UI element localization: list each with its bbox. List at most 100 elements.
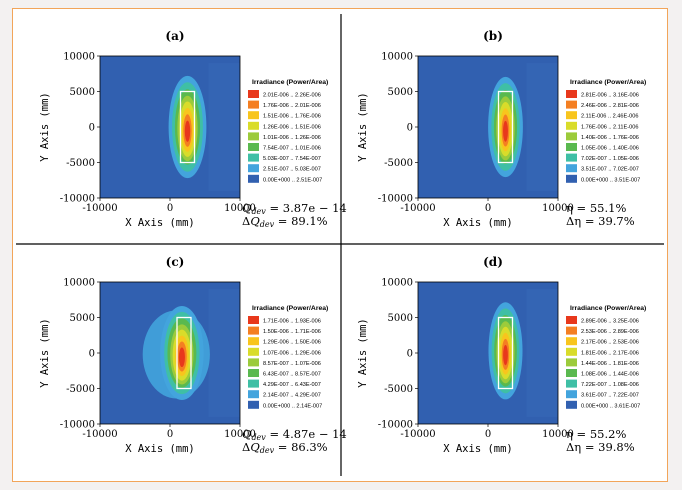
- legend-item-label: 2.11E-006 .. 2.46E-006: [581, 114, 638, 120]
- legend-item-label: 0.00E+000 .. 3.61E-007: [581, 403, 640, 409]
- legend-item-label: 1.71E-006 .. 1.93E-006: [263, 319, 321, 325]
- panel-b: (b) 10000 5000 0 -5000 -10000-10000 0 10000 X Ax…: [357, 29, 646, 229]
- legend-swatch: [566, 390, 577, 399]
- x-tick-label: 10000: [224, 429, 256, 440]
- legend-swatch: [566, 132, 577, 141]
- y-tick-label: 10000: [381, 278, 413, 289]
- legend-item-label: 2.51E-007 .. 5.03E-007: [263, 167, 321, 173]
- legend-item-label: 7.22E-007 .. 1.08E-006: [581, 382, 639, 388]
- heatmap-area: [418, 282, 558, 424]
- legend-item-label: 1.50E-006 .. 1.71E-006: [263, 329, 321, 335]
- legend-item-label: 0.00E+000 .. 2.51E-007: [263, 177, 322, 183]
- y-axis-title: Y Axis (mm): [357, 92, 369, 162]
- legend-item-label: 1.08E-006 .. 1.44E-006: [581, 372, 639, 378]
- legend-swatch: [248, 369, 259, 377]
- legend-swatch: [248, 121, 259, 130]
- panel-label: (c): [166, 255, 185, 269]
- legend-item-label: 3.51E-007 .. 7.02E-007: [581, 167, 639, 173]
- legend-swatch: [248, 90, 259, 98]
- y-axis-title: Y Axis (mm): [39, 92, 51, 162]
- y-tick-label: -5000: [66, 158, 95, 169]
- legend-item-label: 4.29E-007 .. 6.43E-007: [263, 382, 321, 388]
- legend-title: Irradiance (Power/Area): [570, 79, 646, 86]
- legend-item-label: 3.61E-007 .. 7.22E-007: [581, 393, 639, 399]
- x-tick-label: 10000: [224, 203, 256, 214]
- legend-item-label: 7.02E-007 .. 1.05E-006: [581, 156, 639, 162]
- heatmap-contour-level-8: [503, 345, 508, 366]
- heatmap-area: [100, 282, 240, 424]
- legend-swatch: [248, 316, 259, 324]
- receiver-outline: [179, 90, 196, 164]
- legend-item-label: 1.07E-006 .. 1.29E-006: [263, 350, 321, 356]
- legend-item-label: 7.54E-007 .. 1.01E-006: [263, 146, 321, 152]
- x-tick-label: 10000: [542, 203, 574, 214]
- x-tick-label: -10000: [400, 203, 435, 214]
- legend-swatch: [248, 174, 259, 183]
- annotation-q-dev: Qdev = 4.87e − 14: [242, 427, 347, 442]
- legend-item-label: 2.01E-006 .. 2.26E-006: [263, 93, 321, 99]
- legend-swatch: [566, 100, 577, 109]
- x-tick-label: -10000: [82, 203, 117, 214]
- x-axis-title: X Axis (mm): [125, 443, 195, 455]
- heatmap-background: [418, 282, 558, 424]
- x-axis-title: X Axis (mm): [443, 217, 513, 229]
- x-tick-label: 0: [167, 203, 173, 214]
- panel-a: (a) 10000 5000 0 -5000 -10000-10000 0 10000 X Ax…: [39, 29, 347, 229]
- legend-swatch: [248, 390, 259, 399]
- legend-item-label: 6.43E-007 .. 8.57E-007: [263, 372, 321, 378]
- legend-item-label: 2.14E-007 .. 4.29E-007: [263, 393, 321, 399]
- legend-swatch: [248, 347, 259, 356]
- annotation-delta-q-dev: ΔQdev = 86.3%: [242, 440, 328, 455]
- heatmap-contour-level-8: [503, 120, 508, 142]
- y-tick-label: 5000: [70, 87, 95, 98]
- x-tick-label: -10000: [400, 429, 435, 440]
- heatmap-texture: [526, 63, 558, 191]
- y-axis-title: Y Axis (mm): [39, 318, 51, 388]
- receiver-outline: [176, 316, 192, 390]
- legend-swatch: [566, 316, 577, 324]
- y-tick-label: 0: [407, 123, 413, 134]
- legend-swatch: [248, 132, 259, 141]
- x-tick-label: 0: [485, 429, 491, 440]
- panel-label: (d): [483, 255, 503, 269]
- legend-item-label: 1.44E-006 .. 1.81E-006: [581, 361, 639, 367]
- y-tick-label: -5000: [384, 158, 413, 169]
- y-tick-label: 5000: [70, 313, 95, 324]
- legend-item-label: 2.81E-006 .. 3.16E-006: [581, 93, 639, 99]
- legend-swatch: [248, 337, 259, 346]
- x-tick-label: 0: [485, 203, 491, 214]
- heatmap-contour-level-8: [178, 347, 185, 368]
- y-tick-label: 0: [89, 123, 95, 134]
- heatmap-area: [418, 56, 558, 198]
- legend-item-label: 2.89E-006 .. 3.25E-006: [581, 319, 639, 325]
- annotation-efficiency: η = 55.1%: [566, 201, 626, 215]
- legend-item-label: 1.76E-006 .. 2.11E-006: [581, 124, 638, 130]
- legend-swatch: [566, 143, 577, 151]
- legend-swatch: [248, 100, 259, 109]
- legend-swatch: [248, 358, 259, 367]
- panel-d: (d) 10000 5000 0 -5000 -10000-10000 0 10000 X Ax…: [357, 255, 646, 455]
- legend-swatch: [248, 400, 259, 409]
- legend-swatch: [248, 111, 259, 120]
- legend-item-label: 1.51E-006 .. 1.76E-006: [263, 114, 321, 120]
- y-tick-label: 5000: [388, 87, 413, 98]
- legend-title: Irradiance (Power/Area): [252, 79, 328, 86]
- heatmap-texture: [526, 289, 558, 417]
- legend-swatch: [566, 164, 577, 173]
- legend-swatch: [566, 326, 577, 335]
- heatmap-texture: [208, 289, 240, 417]
- legend-item-label: 1.26E-006 .. 1.51E-006: [263, 124, 321, 130]
- legend-item-label: 1.29E-006 .. 1.50E-006: [263, 340, 321, 346]
- annotation-efficiency: η = 55.2%: [566, 427, 626, 441]
- x-axis-title: X Axis (mm): [443, 443, 513, 455]
- heatmap-contour-level-8: [184, 120, 191, 142]
- legend-item-label: 2.17E-006 .. 2.53E-006: [581, 340, 639, 346]
- x-tick-label: -10000: [82, 429, 117, 440]
- legend-swatch: [566, 369, 577, 377]
- annotation-q-dev: Qdev = 3.87e − 14: [242, 201, 347, 216]
- legend-item-label: 1.81E-006 .. 2.17E-006: [581, 350, 639, 356]
- y-axis-title: Y Axis (mm): [357, 318, 369, 388]
- y-tick-label: -10000: [60, 194, 95, 205]
- legend-item-label: 0.00E+000 .. 3.51E-007: [581, 177, 640, 183]
